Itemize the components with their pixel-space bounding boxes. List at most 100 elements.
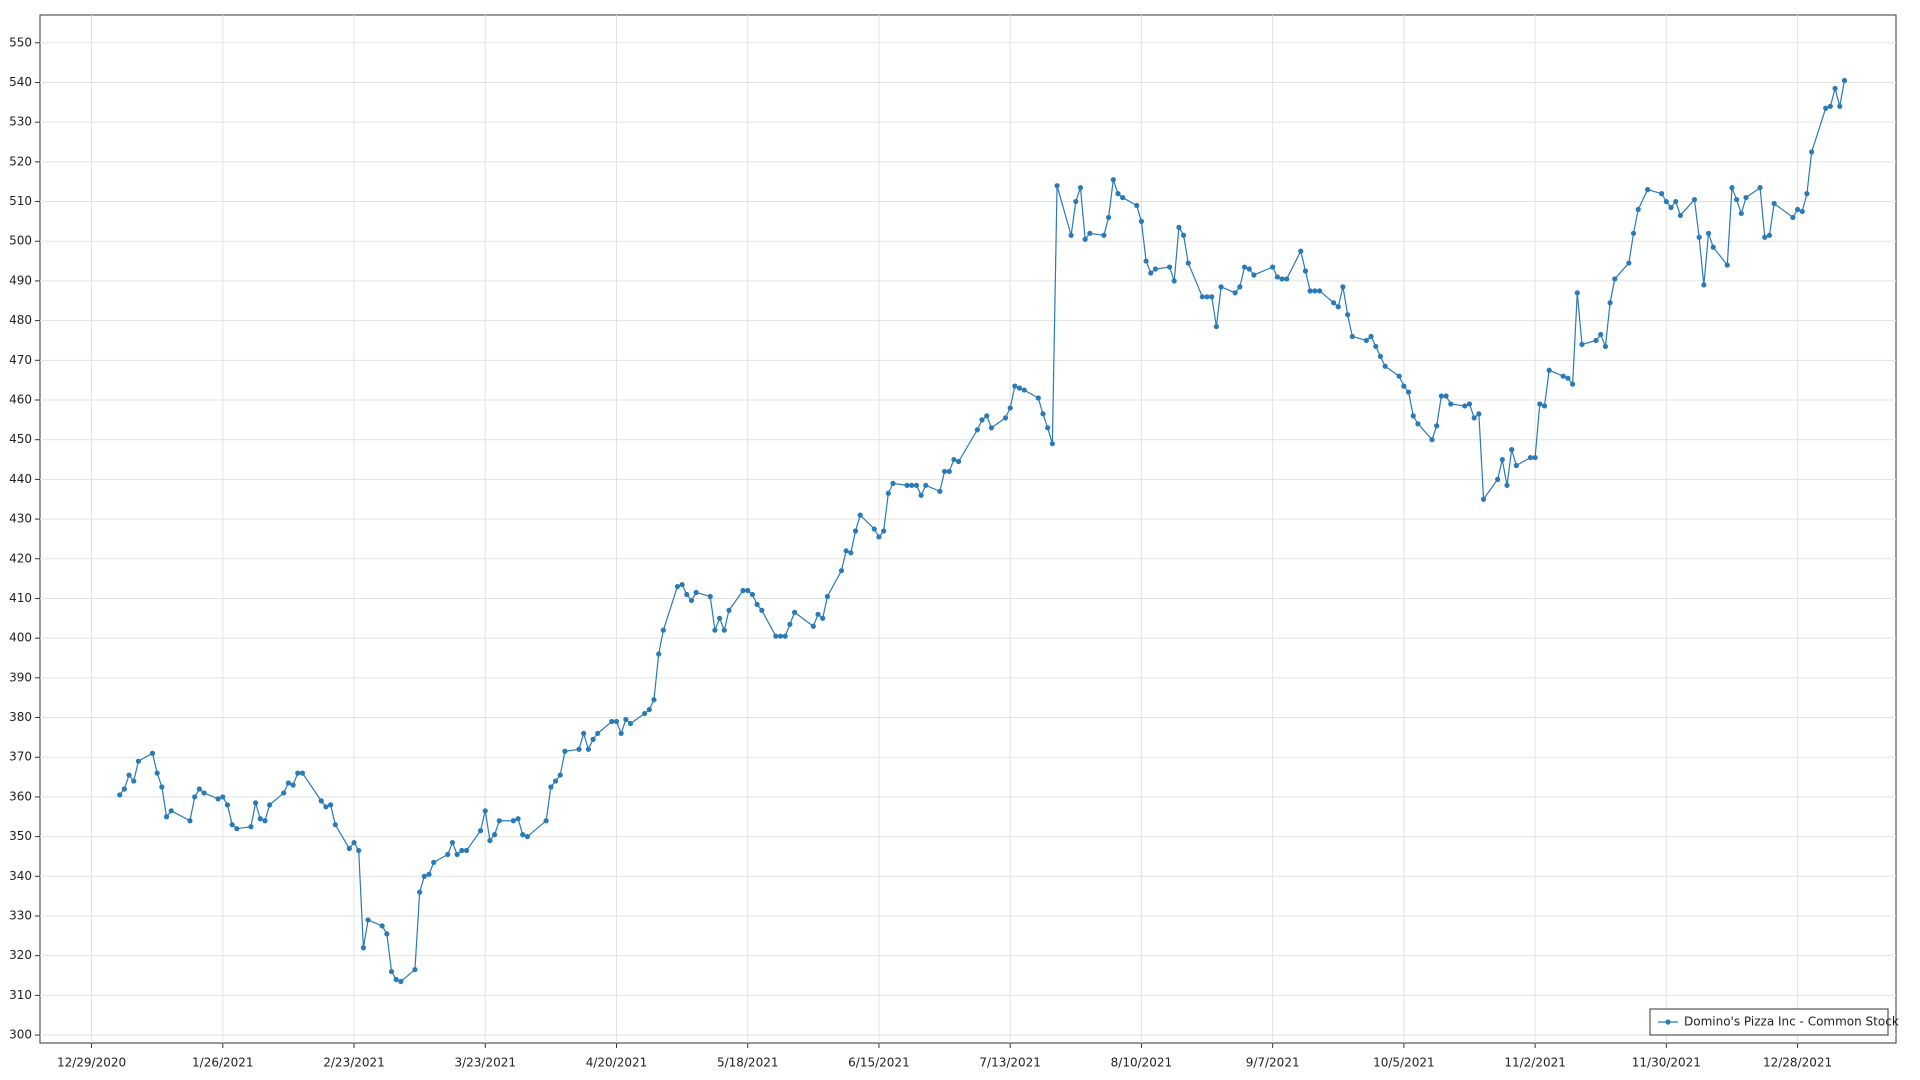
- legend: Domino's Pizza Inc - Common Stock: [1649, 1008, 1899, 1036]
- data-point: [477, 828, 484, 834]
- data-point: [1246, 266, 1252, 272]
- data-point: [149, 750, 156, 756]
- data-point: [1180, 232, 1187, 238]
- data-point: [1401, 383, 1407, 389]
- data-point: [1823, 105, 1829, 111]
- x-tick-label: 9/7/2021: [1246, 1056, 1300, 1070]
- data-point: [1527, 454, 1534, 461]
- y-tick-label: 330: [9, 908, 32, 922]
- data-point: [548, 784, 554, 790]
- data-point: [712, 627, 718, 633]
- data-point: [852, 528, 859, 534]
- data-point: [492, 832, 498, 838]
- data-point: [988, 425, 995, 431]
- data-point: [1148, 270, 1154, 276]
- data-point: [749, 591, 756, 598]
- data-point: [1809, 149, 1815, 155]
- data-point: [215, 796, 221, 802]
- data-point: [356, 847, 362, 854]
- data-point: [1827, 103, 1833, 109]
- data-point: [1434, 423, 1440, 429]
- data-point: [595, 730, 601, 737]
- data-point: [951, 456, 957, 463]
- data-point: [1049, 441, 1055, 447]
- y-tick-label: 500: [9, 234, 32, 248]
- y-tick-label: 450: [9, 432, 32, 446]
- x-tick-label: 1/26/2021: [192, 1056, 254, 1070]
- data-point: [890, 480, 896, 486]
- data-point: [1480, 496, 1487, 502]
- y-tick-label: 480: [9, 313, 32, 327]
- data-point: [1710, 244, 1716, 250]
- data-point: [135, 758, 142, 764]
- y-tick-label: 360: [9, 789, 32, 803]
- data-point: [1593, 337, 1599, 344]
- y-tick-label: 400: [9, 631, 32, 645]
- data-point: [726, 607, 732, 613]
- data-point: [623, 716, 629, 723]
- data-point: [1045, 425, 1051, 431]
- data-point: [1213, 323, 1220, 330]
- data-point: [1284, 276, 1290, 282]
- data-point: [1368, 333, 1374, 340]
- data-point: [318, 798, 324, 804]
- data-point: [163, 814, 170, 820]
- data-point: [885, 490, 891, 496]
- data-point: [651, 697, 657, 703]
- data-point: [1134, 202, 1140, 209]
- data-point: [1199, 294, 1205, 300]
- x-tick-label: 5/18/2021: [717, 1056, 779, 1070]
- data-point: [777, 633, 784, 639]
- y-tick-label: 550: [9, 35, 32, 49]
- data-point: [773, 633, 779, 639]
- y-tick-label: 320: [9, 948, 32, 962]
- data-point: [1724, 262, 1730, 268]
- y-tick-label: 390: [9, 670, 32, 684]
- data-point: [388, 968, 395, 975]
- data-point: [824, 593, 830, 600]
- data-point: [1705, 230, 1712, 236]
- data-point: [1546, 367, 1552, 373]
- data-point: [426, 871, 432, 877]
- data-point: [267, 802, 273, 808]
- data-point: [646, 706, 652, 713]
- x-tick-label: 2/23/2021: [323, 1056, 385, 1070]
- data-point: [1405, 389, 1412, 395]
- data-point: [346, 845, 352, 852]
- data-point: [1495, 476, 1501, 482]
- data-point: [1663, 198, 1669, 205]
- data-point: [1054, 183, 1060, 189]
- data-point: [524, 834, 531, 840]
- data-point: [937, 488, 943, 494]
- data-point: [707, 593, 713, 600]
- data-point: [1307, 288, 1313, 294]
- data-point: [1743, 194, 1749, 201]
- data-point: [1677, 212, 1684, 219]
- data-point: [642, 710, 648, 717]
- data-point: [740, 587, 746, 594]
- data-point: [904, 482, 910, 488]
- data-point: [351, 839, 357, 846]
- data-point: [1766, 232, 1773, 238]
- data-point: [1316, 288, 1323, 294]
- data-point: [1471, 415, 1477, 421]
- data-point: [1504, 482, 1510, 488]
- data-point: [782, 633, 788, 639]
- data-point: [1466, 401, 1473, 407]
- data-point: [1626, 260, 1632, 266]
- data-point: [1176, 224, 1182, 230]
- data-point: [126, 772, 132, 778]
- data-point: [295, 770, 301, 776]
- x-tick-label: 8/10/2021: [1111, 1056, 1173, 1070]
- data-point: [252, 800, 259, 806]
- data-point: [1574, 290, 1580, 296]
- x-tick-label: 11/30/2021: [1632, 1056, 1701, 1070]
- data-point: [1771, 200, 1777, 207]
- data-point: [871, 526, 877, 532]
- x-tick-label: 4/20/2021: [586, 1056, 648, 1070]
- data-point: [1340, 284, 1346, 290]
- data-point: [1602, 343, 1609, 350]
- data-point: [201, 790, 207, 796]
- data-point: [1644, 187, 1651, 193]
- data-point: [1612, 276, 1618, 282]
